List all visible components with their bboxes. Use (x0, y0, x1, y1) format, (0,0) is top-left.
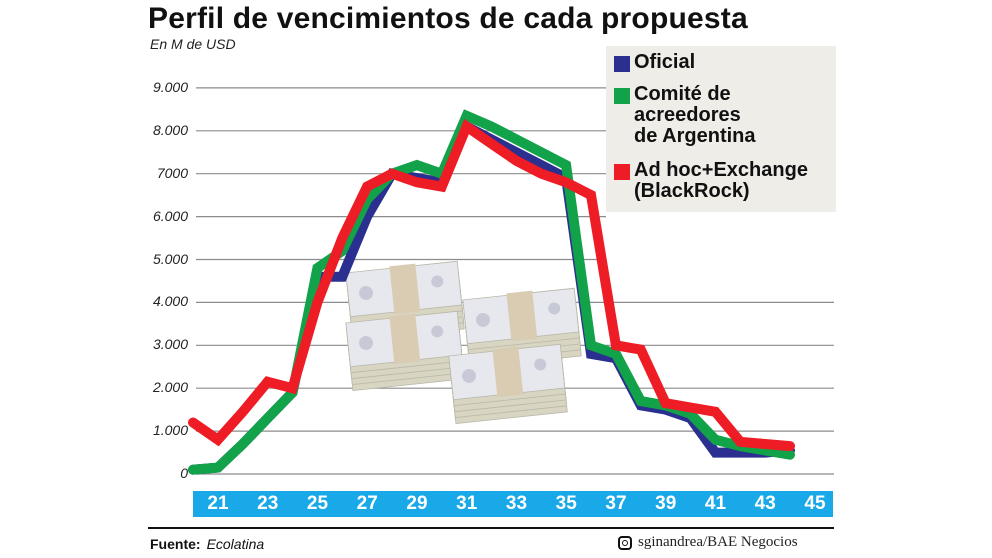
credit-text: sginandrea/BAE Negocios (638, 534, 798, 550)
source-note: Fuente: Ecolatina (150, 536, 264, 552)
series-line (188, 118, 795, 452)
chart-title: Perfil de vencimientos de cada propuesta (148, 2, 748, 35)
y-tick-label: 6.000 (152, 207, 188, 224)
y-tick-label: 2.000 (152, 379, 188, 396)
y-tick-label: 8.000 (152, 121, 188, 138)
source-value: Ecolatina (206, 536, 265, 552)
legend-label: Ad hoc+Exchange (BlackRock) (634, 159, 808, 202)
x-tick-label: 45 (804, 493, 826, 514)
source-label: Fuente: (150, 536, 201, 552)
y-tick-label: 0 (180, 465, 188, 481)
legend-item-adhoc: Ad hoc+Exchange (BlackRock) (614, 160, 808, 202)
money-stack-icon (345, 310, 465, 392)
y-tick-label: 9.000 (152, 78, 188, 95)
y-tick-label: 7000 (156, 164, 188, 181)
x-tick-label: 31 (456, 493, 478, 514)
x-tick-label: 39 (655, 493, 677, 514)
legend: Oficial Comité de acreedores de Argentin… (606, 46, 836, 212)
x-tick-label: 33 (505, 493, 528, 514)
x-axis-band: 21 23 25 27 29 31 33 35 37 39 41 43 45 (193, 491, 833, 517)
legend-item-comite: Comité de acreedores de Argentina (614, 84, 756, 147)
x-tick-label: 35 (555, 493, 577, 514)
legend-swatch-comite (614, 88, 630, 104)
y-tick-label: 4.000 (152, 293, 188, 310)
credit: sginandrea/BAE Negocios (618, 534, 798, 551)
x-tick-label: 21 (207, 493, 229, 514)
legend-swatch-oficial (614, 56, 630, 72)
footer-divider (148, 527, 834, 529)
x-tick-label: 29 (406, 493, 428, 514)
x-tick-label: 23 (257, 493, 279, 514)
y-tick-label: 5.000 (152, 250, 188, 267)
legend-label: Comité de acreedores de Argentina (634, 83, 756, 147)
money-stack-icon (448, 343, 568, 425)
y-tick-label: 1.000 (152, 422, 188, 439)
chart-subtitle: En M de USD (150, 36, 236, 52)
money-stacks-illustration (345, 260, 582, 425)
money-stack-icon (462, 287, 582, 369)
legend-swatch-adhoc (614, 164, 630, 180)
legend-item-oficial: Oficial (614, 52, 695, 73)
legend-label: Oficial (634, 51, 696, 73)
instagram-icon (618, 535, 632, 550)
x-tick-label: 27 (356, 493, 378, 514)
x-tick-label: 37 (605, 493, 627, 514)
x-tick-label: 41 (704, 493, 727, 514)
series-lines (188, 109, 795, 475)
y-tick-label: 3.000 (152, 336, 188, 353)
x-tick-label: 43 (754, 493, 776, 514)
x-tick-label: 25 (306, 493, 329, 514)
